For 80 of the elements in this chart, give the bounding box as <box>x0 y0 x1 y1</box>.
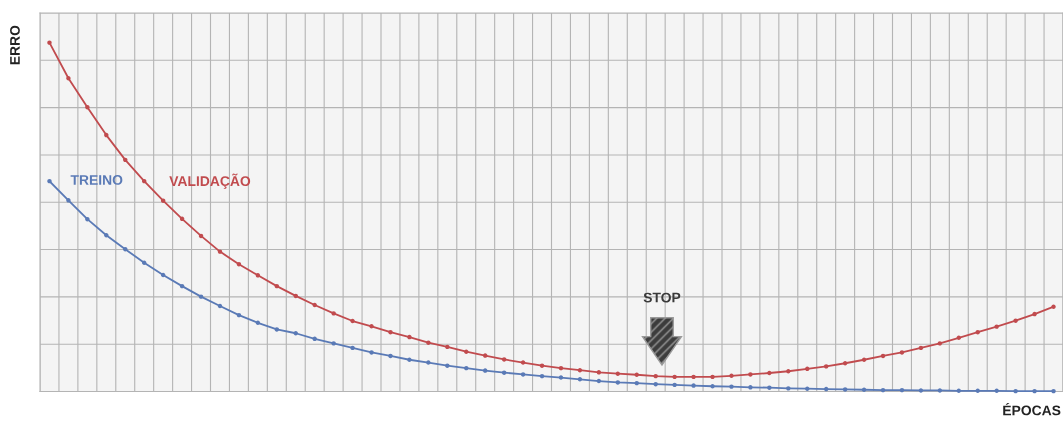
point <box>274 327 280 332</box>
point <box>918 388 924 393</box>
point <box>1051 304 1056 309</box>
point <box>899 350 905 355</box>
point <box>482 353 488 358</box>
point <box>956 388 962 394</box>
point <box>558 375 564 380</box>
point <box>880 387 886 393</box>
point <box>445 363 450 368</box>
point <box>85 104 90 110</box>
point <box>937 388 943 393</box>
point <box>369 324 374 329</box>
point <box>558 365 564 371</box>
point <box>66 76 71 81</box>
point <box>464 349 469 354</box>
point <box>1013 318 1018 323</box>
point <box>975 388 980 394</box>
point <box>179 283 185 289</box>
point <box>823 364 829 369</box>
point <box>369 350 374 355</box>
point <box>1051 388 1056 394</box>
point <box>748 385 753 390</box>
point <box>520 372 526 377</box>
point <box>198 294 204 299</box>
point <box>47 40 52 45</box>
point <box>937 341 943 346</box>
point <box>388 329 393 335</box>
point <box>482 368 488 373</box>
point <box>842 387 848 392</box>
point <box>729 384 734 389</box>
point <box>407 334 412 340</box>
point <box>956 335 962 340</box>
point <box>1032 388 1037 394</box>
point <box>141 178 147 184</box>
point <box>426 340 431 345</box>
point <box>350 345 355 351</box>
point <box>729 373 734 379</box>
series-label: TREINO <box>70 175 123 185</box>
point <box>1013 388 1018 394</box>
point <box>426 360 431 365</box>
point <box>691 383 696 388</box>
point <box>47 178 52 184</box>
point <box>634 372 639 377</box>
point <box>994 324 999 329</box>
point <box>748 372 753 377</box>
point <box>710 384 715 389</box>
point <box>786 386 791 391</box>
annotation: STOP <box>643 292 681 303</box>
point <box>520 360 526 365</box>
point <box>672 374 677 380</box>
point <box>691 374 696 380</box>
y-axis-title: ERRO <box>10 25 20 65</box>
point <box>198 233 204 239</box>
point <box>66 198 71 203</box>
point <box>217 249 223 254</box>
point <box>880 353 886 359</box>
point <box>672 382 677 388</box>
point <box>1032 311 1037 317</box>
point <box>767 385 772 390</box>
point <box>350 318 355 324</box>
point <box>236 312 242 318</box>
point <box>899 387 905 393</box>
point <box>293 331 298 336</box>
point <box>407 357 412 362</box>
point <box>805 366 810 372</box>
point <box>274 283 280 289</box>
point <box>85 216 90 222</box>
point <box>501 357 507 362</box>
point <box>217 303 223 309</box>
point <box>615 380 621 385</box>
point <box>918 345 924 351</box>
point <box>331 341 336 346</box>
point <box>236 261 242 267</box>
point <box>141 260 147 265</box>
point <box>710 374 715 380</box>
x-axis-title: ÉPOCAS <box>1003 402 1061 416</box>
point <box>331 311 336 316</box>
point <box>160 272 166 278</box>
point <box>388 353 393 359</box>
series-label: VALIDAÇÃO <box>169 173 251 189</box>
